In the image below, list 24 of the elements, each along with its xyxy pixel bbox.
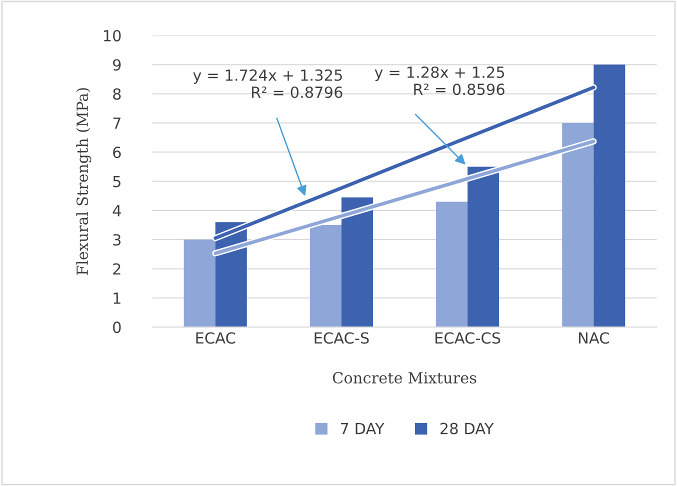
bar — [436, 202, 468, 328]
y-tick-label: 1 — [114, 292, 120, 304]
y-tick-label: 2 — [113, 263, 120, 275]
annotation: y = 1.28x + 1.25 R² = 0.8596 — [374, 66, 504, 96]
y-axis-title: Flexural Strength (MPa) — [76, 88, 92, 275]
y-tick-label: 0 — [113, 322, 121, 334]
x-axis-title: Concrete Mixtures — [332, 372, 476, 384]
y-tick-label: 5 — [113, 176, 120, 188]
x-tick-label: NAC — [579, 332, 609, 344]
y-tick-label: 9 — [113, 59, 121, 71]
y-tick-label: 7 — [113, 118, 120, 129]
x-tick-label: ECAC-CS — [436, 332, 500, 344]
bar — [468, 166, 500, 328]
y-tick-label: 8 — [113, 88, 121, 100]
legend-label: 28 DAY — [440, 422, 494, 434]
y-tick-label: 6 — [113, 146, 121, 158]
bar — [341, 197, 373, 328]
y-tick-label: 3 — [113, 234, 121, 246]
x-tick-label: ECAC — [196, 332, 236, 344]
annotation: y = 1.724x + 1.325 R² = 0.8796 — [193, 69, 342, 98]
legend-label: 7 DAY — [340, 422, 384, 434]
y-tick-label: 10 — [104, 30, 121, 42]
y-tick-label: 4 — [112, 205, 121, 216]
x-tick-label: ECAC-S — [314, 332, 369, 344]
